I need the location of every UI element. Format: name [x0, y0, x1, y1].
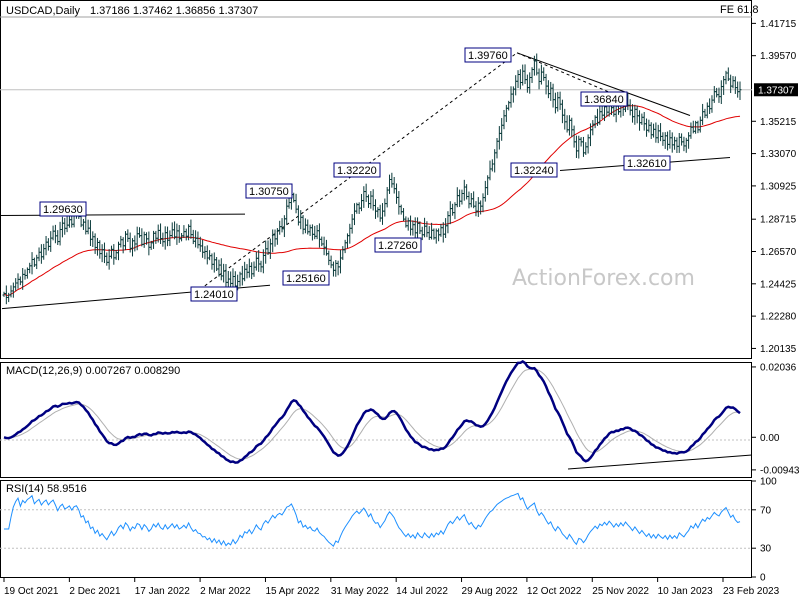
time-axis-tick-label: 2 Mar 2022 [200, 586, 251, 597]
price-axis-tick-label: 1.39570 [760, 51, 797, 62]
watermark: ActionForex.com [512, 266, 695, 291]
price-annotation-text: 1.24010 [194, 289, 234, 301]
price-axis-tick-label: 1.22280 [760, 312, 797, 323]
rsi-panel: RSI(14) 58.9516 [0, 480, 752, 578]
time-axis-tick-label: 10 Jan 2023 [658, 586, 713, 597]
price-annotation-text: 1.29630 [43, 204, 83, 216]
macd-axis-tick-label: 0.00 [760, 433, 780, 444]
time-axis-tick-label: 2 Dec 2021 [69, 586, 121, 597]
price-axis-tick-label: 1.28715 [760, 215, 797, 226]
price-axis-tick-label: 1.35215 [760, 117, 797, 128]
time-axis-tick-label: 15 Apr 2022 [265, 586, 319, 597]
macd-label: MACD(12,26,9) 0.007267 0.008290 [6, 365, 180, 377]
price-axis-tick-label: 1.41715 [760, 19, 797, 30]
time-axis-tick-label: 19 Oct 2021 [4, 586, 59, 597]
macd-axis-tick-label: -0.009438 [760, 465, 800, 476]
moving-average-line [3, 105, 741, 297]
price-annotation: 1.24010 [190, 286, 238, 302]
price-axis-tick-label: 1.24425 [760, 279, 797, 290]
price-annotation-text: 1.32220 [337, 165, 377, 177]
macd-panel: MACD(12,26,9) 0.007267 0.008290 [0, 360, 753, 478]
time-axis-tick-label: 17 Jan 2022 [135, 586, 190, 597]
macd-axis: 0.02036 0.00 -0.009438 [752, 362, 800, 476]
current-price-tag: 1.37307 [754, 83, 798, 97]
price-annotation: 1.27260 [374, 237, 422, 253]
time-axis: 19 Oct 2021 2 Dec 2021 17 Jan 2022 2 Mar 20… [3, 578, 780, 597]
macd-axis-tick-label: 0.02036 [760, 362, 797, 373]
price-panel: ActionForex.com 1.29630 1.30750 1.32220 1.3… [0, 0, 759, 359]
price-annotation-text: 1.32240 [514, 165, 554, 177]
price-annotation-text: 1.36840 [584, 94, 624, 106]
time-axis-tick-label: 14 Jul 2022 [396, 586, 448, 597]
current-price-tag-text: 1.37307 [758, 85, 795, 96]
macd-trendline [567, 454, 753, 470]
price-annotation: 1.32610 [623, 155, 671, 171]
trendline [516, 52, 691, 116]
price-annotation: 1.32240 [510, 162, 558, 178]
price-annotation: 1.30750 [245, 183, 293, 199]
price-axis-tick-label: 1.30925 [760, 181, 797, 192]
rsi-axis-tick-label: 30 [760, 544, 772, 555]
price-annotation: 1.25160 [282, 270, 330, 286]
rsi-axis: 100 70 30 0 [752, 477, 777, 584]
fib-extension-label: FE 61.8 [720, 4, 759, 16]
price-annotation-text: 1.39760 [468, 50, 508, 62]
rsi-axis-tick-label: 0 [760, 573, 766, 584]
price-bar [738, 81, 742, 101]
price-annotation: 1.29630 [39, 201, 87, 217]
price-annotation: 1.32220 [333, 162, 381, 178]
rsi-axis-tick-label: 100 [760, 477, 777, 488]
rsi-line [4, 492, 741, 548]
price-axis-tick-label: 1.26570 [760, 247, 797, 258]
time-axis-tick-label: 12 Oct 2022 [527, 586, 582, 597]
macd-line [3, 360, 741, 464]
time-axis-tick-label: 31 May 2022 [331, 586, 389, 597]
price-annotation-text: 1.25160 [286, 273, 326, 285]
price-axis: 1.41715 1.39570 1.35215 1.33070 1.30925 1.287… [752, 19, 797, 355]
price-axis-tick-label: 1.20135 [760, 344, 797, 355]
time-axis-tick-label: 25 Nov 2022 [592, 586, 649, 597]
price-annotation-text: 1.27260 [378, 240, 418, 252]
time-axis-tick-label: 29 Aug 2022 [462, 586, 519, 597]
time-axis-tick-label: 23 Feb 2023 [723, 586, 780, 597]
price-axis-tick-label: 1.33070 [760, 149, 797, 160]
price-annotations: 1.29630 1.30750 1.32220 1.39760 1.36840 1.322… [39, 47, 671, 302]
price-bars [2, 53, 742, 305]
price-annotation-text: 1.30750 [249, 186, 289, 198]
ohlc-label: 1.37186 1.37462 1.36856 1.37307 [90, 5, 258, 17]
rsi-axis-tick-label: 70 [760, 505, 772, 516]
price-annotation: 1.36840 [580, 91, 628, 107]
symbol-label: USDCAD,Daily [6, 5, 80, 17]
price-annotation-text: 1.32610 [627, 158, 667, 170]
price-annotation: 1.39760 [464, 47, 512, 63]
macd-signal-line [3, 368, 741, 460]
rsi-label: RSI(14) 58.9516 [6, 483, 87, 495]
